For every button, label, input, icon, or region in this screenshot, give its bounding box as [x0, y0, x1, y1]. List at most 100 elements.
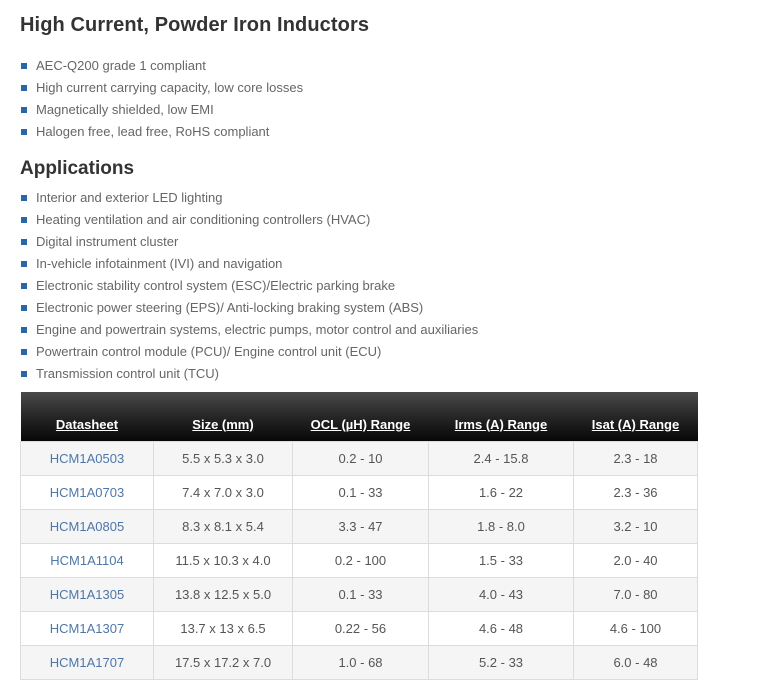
- isat-cell: 2.0 - 40: [573, 542, 698, 578]
- bullet-icon: [21, 261, 27, 267]
- irms-cell: 5.2 - 33: [428, 644, 574, 680]
- column-header-label[interactable]: Size (mm): [192, 416, 254, 432]
- list-item: High current carrying capacity, low core…: [20, 80, 784, 96]
- bullet-icon: [21, 283, 27, 289]
- bullet-icon: [21, 195, 27, 201]
- column-header-isat-range[interactable]: Isat (A) Range: [573, 392, 698, 441]
- irms-cell: 4.0 - 43: [428, 576, 574, 612]
- ocl-cell: 0.1 - 33: [292, 576, 429, 612]
- irms-cell: 1.6 - 22: [428, 474, 574, 510]
- column-header-irms-range[interactable]: Irms (A) Range: [428, 392, 574, 441]
- ocl-cell: 1.0 - 68: [292, 644, 429, 680]
- ocl-cell: 3.3 - 47: [292, 508, 429, 544]
- application-text: Transmission control unit (TCU): [36, 366, 220, 381]
- product-table: Datasheet Size (mm) OCL (µH) Range Irms …: [20, 392, 698, 680]
- size-cell: 7.4 x 7.0 x 3.0: [153, 474, 293, 510]
- datasheet-cell: HCM1A1707: [20, 644, 154, 680]
- isat-cell: 2.3 - 18: [573, 440, 698, 476]
- application-text: Heating ventilation and air conditioning…: [36, 212, 371, 227]
- isat-cell: 6.0 - 48: [573, 644, 698, 680]
- feature-text: High current carrying capacity, low core…: [36, 80, 304, 95]
- application-text: Interior and exterior LED lighting: [36, 190, 223, 205]
- list-item: Halogen free, lead free, RoHS compliant: [20, 124, 784, 140]
- list-item: Digital instrument cluster: [20, 234, 784, 250]
- isat-cell: 3.2 - 10: [573, 508, 698, 544]
- list-item: Magnetically shielded, low EMI: [20, 102, 784, 118]
- datasheet-link[interactable]: HCM1A1707: [49, 654, 125, 670]
- bullet-icon: [21, 107, 27, 113]
- ocl-cell: 0.22 - 56: [292, 610, 429, 646]
- irms-cell: 1.5 - 33: [428, 542, 574, 578]
- list-item: In-vehicle infotainment (IVI) and naviga…: [20, 256, 784, 272]
- column-header-label[interactable]: OCL (µH) Range: [310, 416, 411, 432]
- column-header-label[interactable]: Datasheet: [55, 416, 119, 432]
- datasheet-link[interactable]: HCM1A1305: [49, 586, 125, 602]
- application-text: In-vehicle infotainment (IVI) and naviga…: [36, 256, 283, 271]
- list-item: Powertrain control module (PCU)/ Engine …: [20, 344, 784, 360]
- feature-text: Magnetically shielded, low EMI: [36, 102, 214, 117]
- column-header-datasheet[interactable]: Datasheet: [20, 392, 154, 441]
- size-cell: 11.5 x 10.3 x 4.0: [153, 542, 293, 578]
- size-cell: 8.3 x 8.1 x 5.4: [153, 508, 293, 544]
- features-list: AEC-Q200 grade 1 compliant High current …: [20, 58, 784, 140]
- list-item: Electronic stability control system (ESC…: [20, 278, 784, 294]
- datasheet-cell: HCM1A0503: [20, 440, 154, 476]
- size-cell: 5.5 x 5.3 x 3.0: [153, 440, 293, 476]
- size-cell: 17.5 x 17.2 x 7.0: [153, 644, 293, 680]
- list-item: Electronic power steering (EPS)/ Anti-lo…: [20, 300, 784, 316]
- ocl-cell: 0.2 - 10: [292, 440, 429, 476]
- page-title: High Current, Powder Iron Inductors: [20, 14, 370, 36]
- datasheet-link[interactable]: HCM1A0703: [49, 484, 125, 500]
- bullet-icon: [21, 239, 27, 245]
- size-cell: 13.8 x 12.5 x 5.0: [153, 576, 293, 612]
- application-text: Electronic stability control system (ESC…: [36, 278, 396, 293]
- ocl-cell: 0.1 - 33: [292, 474, 429, 510]
- column-header-label[interactable]: Irms (A) Range: [454, 416, 548, 432]
- ocl-cell: 0.2 - 100: [292, 542, 429, 578]
- datasheet-cell: HCM1A1305: [20, 576, 154, 612]
- list-item: Heating ventilation and air conditioning…: [20, 212, 784, 228]
- feature-text: AEC-Q200 grade 1 compliant: [36, 58, 206, 73]
- table-row: HCM1A0805 8.3 x 8.1 x 5.4 3.3 - 47 1.8 -…: [20, 508, 698, 544]
- datasheet-link[interactable]: HCM1A1307: [49, 620, 125, 636]
- bullet-icon: [21, 129, 27, 135]
- datasheet-cell: HCM1A0805: [20, 508, 154, 544]
- datasheet-cell: HCM1A1104: [20, 542, 154, 578]
- column-header-size[interactable]: Size (mm): [153, 392, 293, 441]
- table-header-row: Datasheet Size (mm) OCL (µH) Range Irms …: [20, 392, 698, 441]
- application-text: Powertrain control module (PCU)/ Engine …: [36, 344, 382, 359]
- bullet-icon: [21, 371, 27, 377]
- list-item: AEC-Q200 grade 1 compliant: [20, 58, 784, 74]
- bullet-icon: [21, 217, 27, 223]
- bullet-icon: [21, 85, 27, 91]
- isat-cell: 7.0 - 80: [573, 576, 698, 612]
- table-row: HCM1A1305 13.8 x 12.5 x 5.0 0.1 - 33 4.0…: [20, 576, 698, 612]
- application-text: Engine and powertrain systems, electric …: [36, 322, 479, 337]
- table-row: HCM1A0503 5.5 x 5.3 x 3.0 0.2 - 10 2.4 -…: [20, 440, 698, 476]
- feature-text: Halogen free, lead free, RoHS compliant: [36, 124, 270, 139]
- irms-cell: 1.8 - 8.0: [428, 508, 574, 544]
- datasheet-link[interactable]: HCM1A0805: [49, 518, 125, 534]
- isat-cell: 2.3 - 36: [573, 474, 698, 510]
- bullet-icon: [21, 327, 27, 333]
- list-item: Interior and exterior LED lighting: [20, 190, 784, 206]
- table-row: HCM1A1104 11.5 x 10.3 x 4.0 0.2 - 100 1.…: [20, 542, 698, 578]
- irms-cell: 4.6 - 48: [428, 610, 574, 646]
- table-row: HCM1A1707 17.5 x 17.2 x 7.0 1.0 - 68 5.2…: [20, 644, 698, 680]
- application-text: Electronic power steering (EPS)/ Anti-lo…: [36, 300, 424, 315]
- applications-list: Interior and exterior LED lighting Heati…: [20, 190, 784, 382]
- size-cell: 13.7 x 13 x 6.5: [153, 610, 293, 646]
- table-row: HCM1A0703 7.4 x 7.0 x 3.0 0.1 - 33 1.6 -…: [20, 474, 698, 510]
- isat-cell: 4.6 - 100: [573, 610, 698, 646]
- datasheet-link[interactable]: HCM1A1104: [50, 552, 124, 568]
- bullet-icon: [21, 349, 27, 355]
- applications-heading: Applications: [20, 158, 135, 179]
- column-header-label[interactable]: Isat (A) Range: [591, 416, 680, 432]
- table-row: HCM1A1307 13.7 x 13 x 6.5 0.22 - 56 4.6 …: [20, 610, 698, 646]
- datasheet-link[interactable]: HCM1A0503: [49, 450, 125, 466]
- list-item: Transmission control unit (TCU): [20, 366, 784, 382]
- bullet-icon: [21, 305, 27, 311]
- column-header-ocl-range[interactable]: OCL (µH) Range: [292, 392, 429, 441]
- application-text: Digital instrument cluster: [36, 234, 179, 249]
